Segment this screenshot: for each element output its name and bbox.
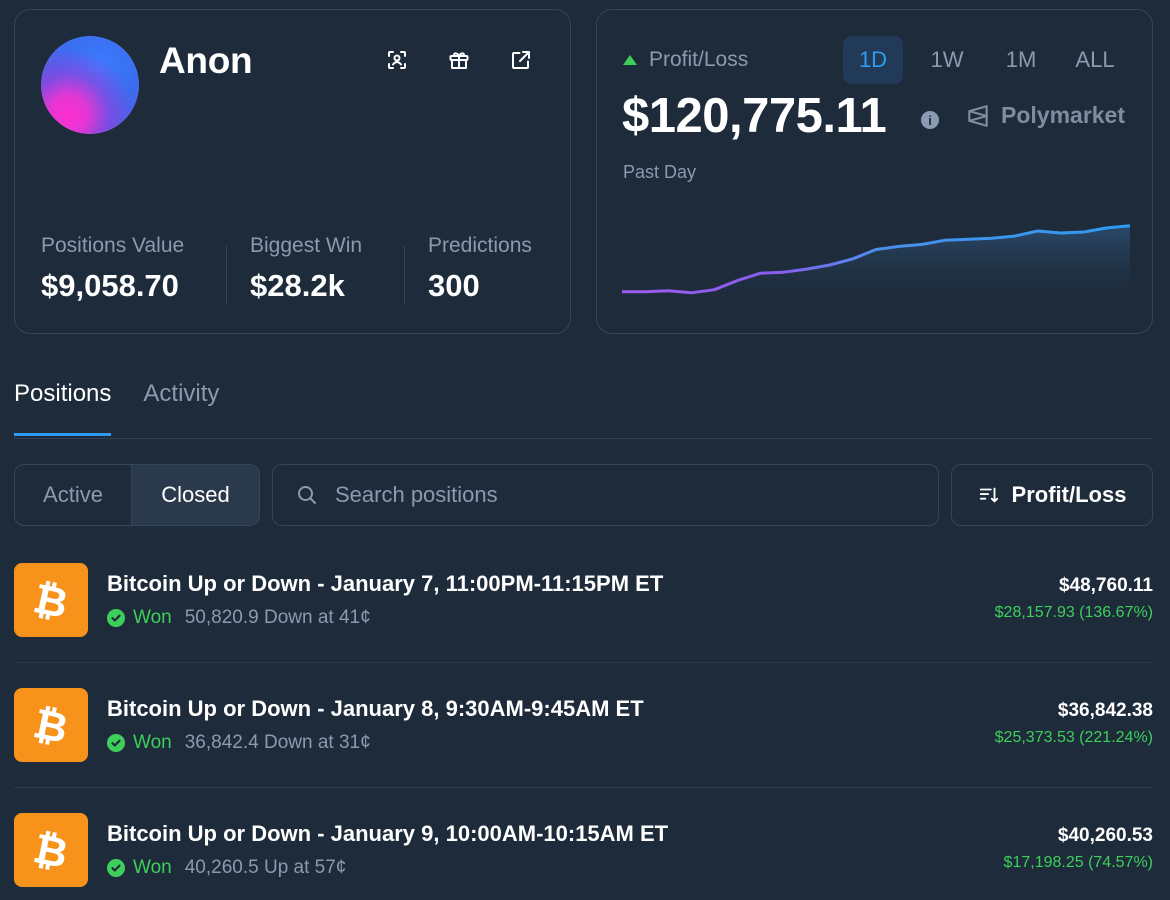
position-subline: Won 40,260.5 Up at 57¢ <box>107 857 346 879</box>
sparkline-area <box>622 225 1130 310</box>
external-link-icon[interactable] <box>507 46 535 74</box>
avatar[interactable] <box>41 36 139 134</box>
range-tab-1m[interactable]: 1M <box>1005 47 1037 72</box>
range-tab-all[interactable]: ALL <box>1075 47 1115 72</box>
position-subline: Won 50,820.9 Down at 41¢ <box>107 607 371 629</box>
check-circle-icon <box>107 609 125 627</box>
stat-predictions: Predictions 300 <box>428 234 532 304</box>
segment-closed[interactable]: Closed <box>132 465 259 525</box>
pnl-period: Past Day <box>623 162 697 182</box>
search-input[interactable] <box>335 482 895 508</box>
pnl-label: Profit/Loss <box>649 48 749 71</box>
sort-label: Profit/Loss <box>1011 482 1127 507</box>
profit-loss-card: Profit/Loss 1D 1W 1M ALL $120,775.11 i P… <box>596 9 1153 334</box>
position-title[interactable]: Bitcoin Up or Down - January 9, 10:00AM-… <box>107 821 669 846</box>
search-box[interactable] <box>272 464 939 526</box>
row-divider <box>14 662 1153 663</box>
stat-divider <box>404 246 405 304</box>
check-circle-icon <box>107 734 125 752</box>
polymarket-brand: Polymarket <box>965 102 1125 129</box>
position-amount: $36,842.38 <box>1057 700 1153 721</box>
range-tab-1w[interactable]: 1W <box>930 47 964 72</box>
scan-icon[interactable] <box>383 46 411 74</box>
position-pnl: $17,198.25 (74.57%) <box>1003 854 1153 871</box>
range-tabs: 1D 1W 1M ALL <box>843 36 1125 84</box>
status-segmented-control: Active Closed <box>14 464 260 526</box>
position-row[interactable]: ₿ Bitcoin Up or Down - January 7, 11:00P… <box>14 563 1153 688</box>
position-amount: $48,760.11 <box>1058 575 1153 596</box>
stat-label: Positions Value <box>41 234 185 257</box>
stat-label: Biggest Win <box>250 234 363 257</box>
pnl-value: $120,775.11 <box>622 89 887 143</box>
sort-icon <box>979 487 998 503</box>
sort-button[interactable]: Profit/Loss <box>951 464 1153 526</box>
up-triangle-icon <box>623 55 637 65</box>
range-tab-1d[interactable]: 1D <box>843 36 903 84</box>
gift-icon[interactable] <box>445 46 473 74</box>
tabs-divider <box>14 438 1153 439</box>
row-divider <box>14 787 1153 788</box>
username: Anon <box>159 40 253 81</box>
position-detail: 50,820.9 Down at 41¢ <box>184 607 371 628</box>
bitcoin-icon: ₿ <box>14 563 88 637</box>
svg-text:₿: ₿ <box>29 828 72 872</box>
status-label: Won <box>133 857 172 878</box>
stat-divider <box>226 246 227 304</box>
bitcoin-icon: ₿ <box>14 813 88 887</box>
status-label: Won <box>133 607 172 628</box>
stat-label: Predictions <box>428 234 532 257</box>
tab-activity[interactable]: Activity <box>143 380 220 407</box>
position-title[interactable]: Bitcoin Up or Down - January 8, 9:30AM-9… <box>107 696 644 721</box>
brand-name: Polymarket <box>1001 102 1126 128</box>
sparkline-line <box>622 224 1130 295</box>
position-pnl: $28,157.93 (136.67%) <box>994 604 1153 621</box>
stat-value: 300 <box>428 268 480 303</box>
position-subline: Won 36,842.4 Down at 31¢ <box>107 732 371 754</box>
position-detail: 40,260.5 Up at 57¢ <box>184 857 347 878</box>
pnl-sparkline <box>622 224 1130 310</box>
position-row[interactable]: ₿ Bitcoin Up or Down - January 9, 10:00A… <box>14 813 1153 900</box>
check-circle-icon <box>107 859 125 877</box>
pnl-header: Profit/Loss <box>623 48 748 72</box>
stat-positions-value: Positions Value $9,058.70 <box>41 234 184 304</box>
info-icon[interactable]: i <box>921 111 939 129</box>
position-amount: $40,260.53 <box>1057 825 1153 846</box>
polymarket-logo-icon <box>968 104 988 127</box>
bitcoin-icon: ₿ <box>14 688 88 762</box>
position-title[interactable]: Bitcoin Up or Down - January 7, 11:00PM-… <box>107 571 664 596</box>
position-row[interactable]: ₿ Bitcoin Up or Down - January 8, 9:30AM… <box>14 688 1153 813</box>
status-label: Won <box>133 732 172 753</box>
stat-biggest-win: Biggest Win $28.2k <box>250 234 362 304</box>
segment-active[interactable]: Active <box>15 465 132 525</box>
main-tabs: Positions Activity <box>14 380 219 436</box>
position-pnl: $25,373.53 (221.24%) <box>994 729 1153 746</box>
svg-text:₿: ₿ <box>29 703 72 747</box>
position-detail: 36,842.4 Down at 31¢ <box>184 732 371 753</box>
profile-card: Anon Positions Value $9,058.70 Biggest W… <box>14 9 571 334</box>
tab-positions[interactable]: Positions <box>14 380 112 436</box>
search-icon <box>298 486 316 504</box>
svg-text:₿: ₿ <box>29 578 72 622</box>
stat-value: $9,058.70 <box>41 268 179 303</box>
stat-value: $28.2k <box>250 268 345 303</box>
